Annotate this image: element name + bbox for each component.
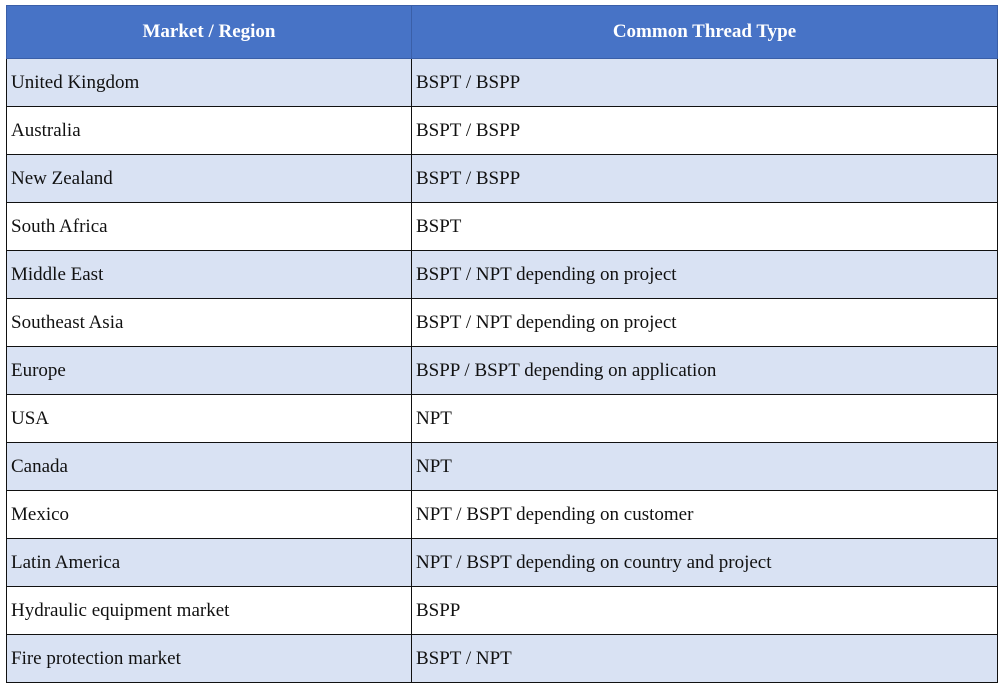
table-cell: NPT: [411, 442, 998, 491]
table-cell: BSPT / NPT depending on project: [411, 298, 998, 347]
table-cell: Canada: [6, 442, 412, 491]
table-row: Fire protection market BSPT / NPT: [6, 634, 998, 683]
table-cell: Middle East: [6, 250, 412, 299]
table-row: New Zealand BSPT / BSPP: [6, 154, 998, 203]
table-row: Latin America NPT / BSPT depending on cou…: [6, 538, 998, 587]
table-cell: NPT: [411, 394, 998, 443]
header-cell: Market / Region: [6, 5, 412, 59]
table-body: United Kingdom BSPT / BSPP Australia BSPT /…: [6, 58, 998, 683]
table-cell: Europe: [6, 346, 412, 395]
table-cell: Mexico: [6, 490, 412, 539]
table-row: Southeast Asia BSPT / NPT depending on pr…: [6, 298, 998, 347]
table-row: Australia BSPT / BSPP: [6, 106, 998, 155]
table-cell: BSPT: [411, 202, 998, 251]
table-cell: New Zealand: [6, 154, 412, 203]
table-cell: BSPT / NPT: [411, 634, 998, 683]
table-cell: NPT / BSPT depending on country and proj…: [411, 538, 998, 587]
table-row: Europe BSPP / BSPT depending on applicati…: [6, 346, 998, 395]
table-cell: NPT / BSPT depending on customer: [411, 490, 998, 539]
table-cell: Hydraulic equipment market: [6, 586, 412, 635]
table-cell: Fire protection market: [6, 634, 412, 683]
table-cell: BSPP: [411, 586, 998, 635]
header-row: Market / Region Common Thread Type: [6, 5, 998, 59]
table-cell: BSPT / NPT depending on project: [411, 250, 998, 299]
table-cell: Australia: [6, 106, 412, 155]
table-cell: Latin America: [6, 538, 412, 587]
table-row: United Kingdom BSPT / BSPP: [6, 58, 998, 107]
header-cell: Common Thread Type: [411, 5, 998, 59]
table-row: Canada NPT: [6, 442, 998, 491]
table-row: USA NPT: [6, 394, 998, 443]
table-row: South Africa BSPT: [6, 202, 998, 251]
table-cell: BSPT / BSPP: [411, 154, 998, 203]
thread-table: Market / Region Common Thread Type Unite…: [6, 5, 998, 683]
table-cell: Southeast Asia: [6, 298, 412, 347]
table-cell: USA: [6, 394, 412, 443]
table-row: Mexico NPT / BSPT depending on customer: [6, 490, 998, 539]
table-row: Hydraulic equipment market BSPP: [6, 586, 998, 635]
table-cell: BSPT / BSPP: [411, 106, 998, 155]
table-cell: South Africa: [6, 202, 412, 251]
table-cell: United Kingdom: [6, 58, 412, 107]
table-row: Middle East BSPT / NPT depending on proje…: [6, 250, 998, 299]
table-cell: BSPP / BSPT depending on application: [411, 346, 998, 395]
table-cell: BSPT / BSPP: [411, 58, 998, 107]
